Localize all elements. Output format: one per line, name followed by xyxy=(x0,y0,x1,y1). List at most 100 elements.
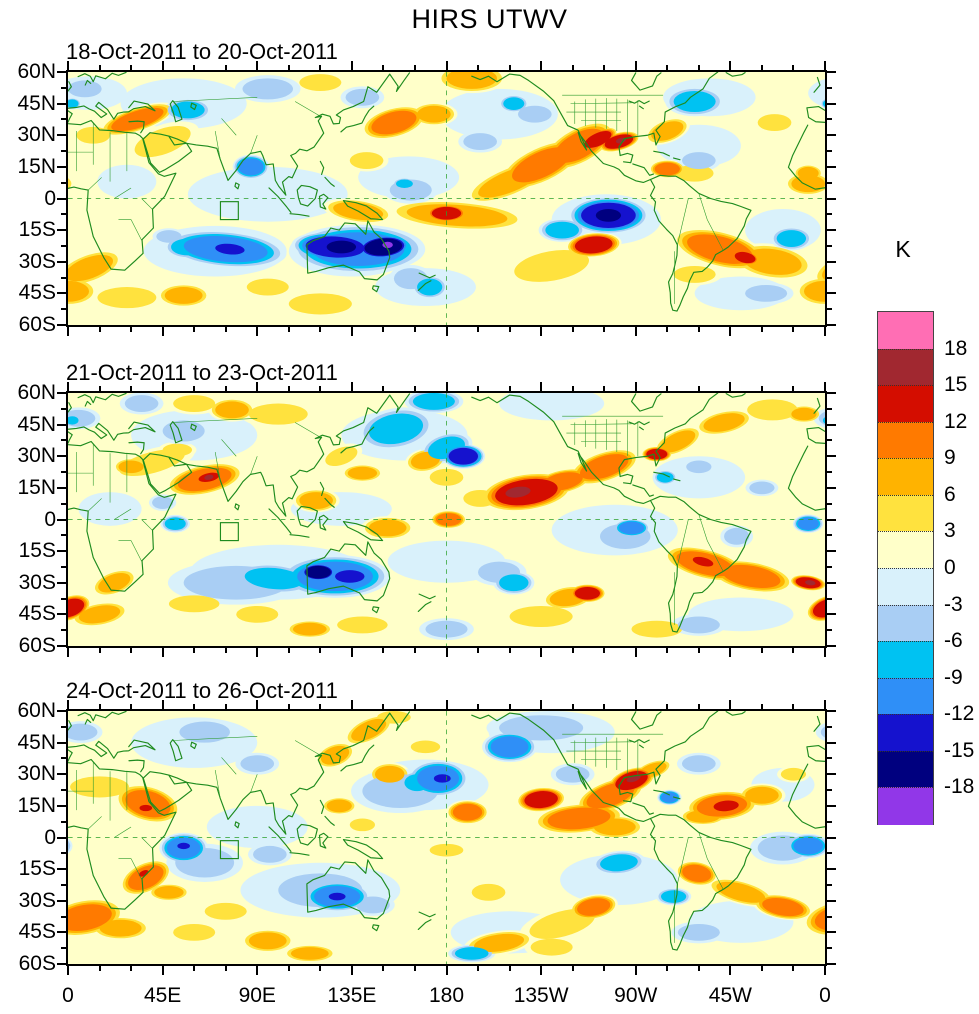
lat-label: 60N xyxy=(17,381,56,404)
colorbar-cell xyxy=(878,458,933,496)
x-tick-bottom xyxy=(319,327,322,332)
x-tick-top xyxy=(445,700,448,709)
x-tick-top xyxy=(477,386,480,391)
x-tick-bottom xyxy=(67,648,69,657)
x-tick-top xyxy=(287,65,290,70)
x-tick-bottom xyxy=(413,966,416,971)
y-tick-left xyxy=(57,645,66,647)
x-tick-top xyxy=(571,704,574,709)
lat-label: 45S xyxy=(18,602,56,626)
lat-label: 15N xyxy=(17,793,56,817)
y-tick-left xyxy=(61,565,66,568)
colorbar-tick-label: -12 xyxy=(944,702,975,726)
x-tick-top xyxy=(792,65,795,70)
x-tick-top xyxy=(382,386,385,391)
map-panel-3: 24-Oct-2011 to 26-Oct-2011 60N 45N 30N 15N 0… xyxy=(17,678,836,975)
x-tick-bottom xyxy=(130,966,133,971)
x-tick-bottom xyxy=(666,327,669,332)
y-tick-left xyxy=(57,613,66,616)
x-tick-top xyxy=(98,386,101,391)
y-tick-right xyxy=(827,486,836,489)
colorbar-cell xyxy=(878,348,933,387)
x-tick-top xyxy=(67,382,69,391)
y-tick-right xyxy=(827,868,836,871)
x-tick-top xyxy=(161,382,164,391)
x-tick-bottom xyxy=(508,327,511,332)
colorbar-tick-label: 15 xyxy=(944,373,968,397)
x-tick-top xyxy=(413,386,416,391)
y-tick-left xyxy=(61,725,66,728)
x-tick-top xyxy=(540,700,543,709)
x-tick-top xyxy=(193,65,196,70)
chart-title: HIRS UTWV xyxy=(411,4,568,34)
x-tick-bottom xyxy=(697,648,700,653)
x-tick-bottom xyxy=(67,966,69,975)
y-tick-left xyxy=(61,534,66,537)
colorbar-cell xyxy=(878,750,933,789)
x-tick-top xyxy=(256,700,259,709)
x-tick-top xyxy=(67,700,69,709)
x-tick-top xyxy=(729,61,732,70)
x-tick-top xyxy=(98,65,101,70)
y-tick-left xyxy=(61,439,66,442)
x-tick-top xyxy=(603,65,606,70)
y-tick-left xyxy=(57,229,66,232)
x-tick-top xyxy=(193,386,196,391)
y-tick-right xyxy=(827,613,836,616)
lon-label: 135E xyxy=(327,984,377,1007)
colorbar-tick-label: 12 xyxy=(944,409,968,433)
x-tick-top xyxy=(634,61,637,70)
x-tick-top xyxy=(603,704,606,709)
x-tick-bottom xyxy=(760,966,763,971)
x-tick-top xyxy=(445,61,448,70)
y-tick-right xyxy=(827,899,836,902)
lon-label: 90W xyxy=(614,984,658,1007)
x-tick-top xyxy=(824,61,826,70)
x-tick-top xyxy=(477,65,480,70)
colorbar-tick-label: 0 xyxy=(944,556,956,579)
y-tick-left xyxy=(57,710,66,712)
y-tick-left xyxy=(61,86,66,89)
colorbar-cell xyxy=(878,641,933,679)
lat-label: 60N xyxy=(17,60,56,83)
y-tick-left xyxy=(61,213,66,216)
x-tick-bottom xyxy=(382,327,385,332)
lat-label: 45N xyxy=(17,91,56,115)
x-tick-bottom xyxy=(67,327,69,336)
x-tick-top xyxy=(130,386,133,391)
y-tick-left xyxy=(57,292,66,295)
colorbar-cell xyxy=(878,531,933,569)
y-tick-left xyxy=(57,392,66,394)
x-tick-top xyxy=(193,704,196,709)
y-tick-right xyxy=(827,565,832,568)
x-tick-bottom xyxy=(824,327,826,336)
lat-label: 30N xyxy=(17,123,56,147)
lat-label: 30S xyxy=(18,249,56,273)
y-tick-left xyxy=(57,324,66,326)
x-tick-bottom xyxy=(571,648,574,653)
x-tick-bottom xyxy=(193,648,196,653)
lat-label: 0 xyxy=(44,507,56,531)
x-tick-top xyxy=(130,704,133,709)
y-tick-right xyxy=(827,471,832,474)
y-tick-left xyxy=(57,550,66,553)
x-tick-bottom xyxy=(729,966,732,975)
y-tick-left xyxy=(57,71,66,73)
y-tick-right xyxy=(827,165,836,168)
y-tick-right xyxy=(827,741,836,744)
y-tick-right xyxy=(827,260,836,263)
y-tick-right xyxy=(827,86,832,89)
y-tick-left xyxy=(61,276,66,279)
x-tick-top xyxy=(382,704,385,709)
y-tick-left xyxy=(57,102,66,105)
x-tick-top xyxy=(130,65,133,70)
y-tick-left xyxy=(57,518,66,521)
y-tick-right xyxy=(827,931,836,934)
x-tick-top xyxy=(256,61,259,70)
region-box xyxy=(219,522,239,542)
x-tick-top xyxy=(287,704,290,709)
x-tick-top xyxy=(697,704,700,709)
lat-label: 30N xyxy=(17,762,56,786)
y-tick-left xyxy=(57,931,66,934)
x-tick-top xyxy=(571,65,574,70)
